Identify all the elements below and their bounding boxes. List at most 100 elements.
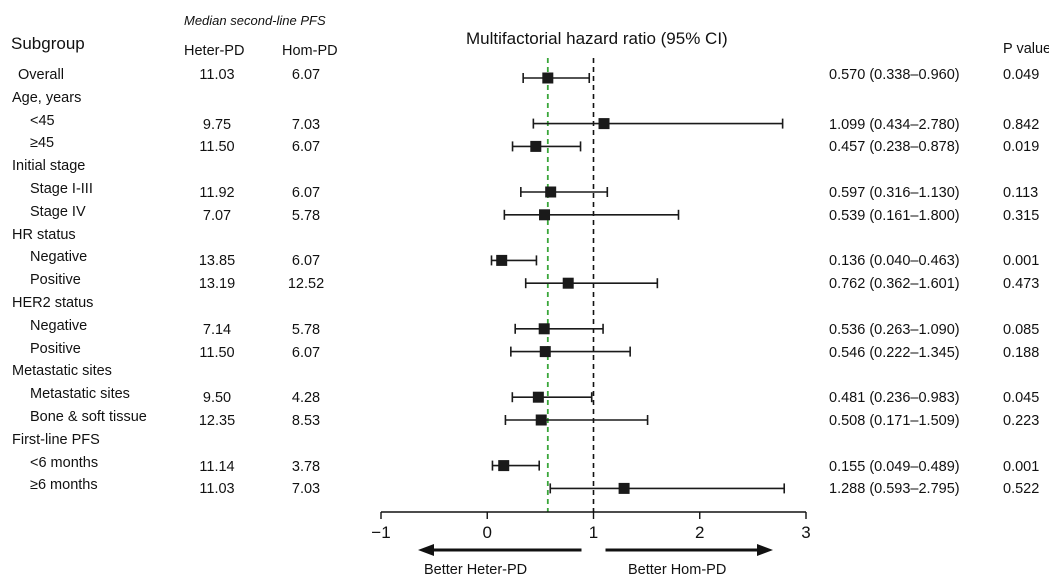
heter-pd-value: 11.50	[199, 344, 235, 361]
hazard-ratio-marker	[545, 186, 557, 198]
p-value-header: P value	[1003, 41, 1049, 57]
hom-pd-value: 8.53	[291, 413, 321, 429]
p-value: 0.001	[1003, 253, 1040, 270]
hom-pd-value: 3.78	[291, 458, 321, 475]
median-pfs-label: Median second-line PFS	[184, 13, 326, 28]
subgroup-label: Metastatic sites	[30, 386, 130, 403]
hom-pd-value: 5.78	[291, 321, 321, 338]
x-tick-label: 0	[482, 523, 492, 542]
hazard-ratio-marker	[618, 482, 630, 494]
hazard-ratio-marker	[539, 346, 551, 358]
subgroup-label: Stage I-III	[30, 181, 93, 197]
p-value: 0.045	[1003, 390, 1040, 407]
left-arrow-label: Better Heter-PD	[424, 562, 528, 578]
hazard-ratio-marker	[542, 72, 554, 84]
subgroup-heading: First-line PFS	[12, 431, 100, 448]
heter-pd-value: 7.07	[202, 207, 232, 224]
p-value: 0.188	[1003, 344, 1040, 361]
subgroup-label: <45	[30, 112, 55, 129]
subgroup-heading: HER2 status	[12, 295, 94, 311]
left-arrow-head	[418, 544, 434, 556]
heter-pd-value: 11.03	[199, 67, 235, 83]
hom-pd-value: 7.03	[291, 116, 321, 133]
p-value: 0.019	[1003, 139, 1040, 156]
right-arrow-label: Better Hom-PD	[628, 562, 727, 578]
x-tick-label: −1	[371, 523, 391, 542]
right-arrow-head	[757, 544, 773, 556]
hazard-ratio-ci: 1.288 (0.593–2.795)	[829, 481, 960, 498]
subgroup-heading: Age, years	[12, 89, 82, 106]
p-value: 0.315	[1003, 207, 1040, 224]
hazard-ratio-ci: 1.099 (0.434–2.780)	[829, 116, 960, 133]
hom-pd-value: 6.07	[291, 344, 321, 361]
hazard-ratio-ci: 0.155 (0.049–0.489)	[829, 458, 960, 475]
subgroup-label: Negative	[30, 249, 88, 266]
subgroup-heading: Initial stage	[12, 158, 86, 175]
x-tick-label: 1	[588, 523, 599, 542]
hazard-ratio-ci: 0.481 (0.236–0.983)	[829, 390, 960, 407]
chart-title: Multifactorial hazard ratio (95% CI)	[466, 29, 728, 48]
hazard-ratio-marker	[539, 209, 551, 221]
subgroup-heading: Metastatic sites	[12, 363, 112, 380]
x-tick-label: 3	[801, 523, 811, 542]
heter-pd-value: 11.14	[199, 458, 235, 475]
hazard-ratio-ci: 0.570 (0.338–0.960)	[829, 67, 960, 83]
p-value: 0.049	[1003, 67, 1040, 83]
heter-pd-header: Heter-PD	[184, 43, 245, 59]
hazard-ratio-ci: 0.536 (0.263–1.090)	[829, 321, 960, 338]
subgroup-label: <6 months	[30, 454, 99, 471]
heter-pd-value: 11.50	[199, 139, 235, 156]
heter-pd-value: 13.85	[198, 253, 236, 270]
subgroup-label: Overall	[18, 67, 64, 83]
hazard-ratio-ci: 0.546 (0.222–1.345)	[829, 344, 960, 361]
heter-pd-value: 12.35	[198, 413, 236, 429]
hazard-ratio-marker	[535, 414, 547, 426]
x-tick-label: 2	[695, 523, 705, 542]
hom-pd-header: Hom-PD	[282, 43, 338, 59]
hazard-ratio-ci: 0.597 (0.316–1.130)	[829, 185, 960, 201]
p-value: 0.842	[1003, 116, 1040, 133]
heter-pd-value: 9.50	[202, 390, 232, 407]
p-value: 0.001	[1003, 458, 1040, 475]
hazard-ratio-ci: 0.762 (0.362–1.601)	[829, 276, 960, 293]
subgroup-label: Positive	[30, 340, 81, 357]
hazard-ratio-marker	[538, 323, 550, 335]
subgroup-label: ≥45	[30, 135, 55, 152]
p-value: 0.113	[1003, 185, 1039, 201]
p-value: 0.473	[1003, 276, 1040, 293]
hom-pd-value: 4.28	[291, 390, 321, 407]
hazard-ratio-marker	[598, 118, 610, 130]
subgroup-header: Subgroup	[11, 34, 85, 53]
hazard-ratio-marker	[496, 254, 508, 266]
hom-pd-value: 6.07	[291, 185, 321, 201]
subgroup-label: Bone & soft tissue	[30, 409, 147, 425]
hom-pd-value: 5.78	[291, 207, 321, 224]
hom-pd-value: 6.07	[291, 139, 321, 156]
hazard-ratio-marker	[498, 460, 510, 472]
hom-pd-value: 7.03	[291, 481, 321, 498]
hazard-ratio-marker	[530, 140, 542, 152]
p-value: 0.522	[1003, 481, 1040, 498]
hazard-ratio-ci: 0.457 (0.238–0.878)	[829, 139, 960, 156]
hazard-ratio-marker	[532, 391, 544, 403]
heter-pd-value: 13.19	[198, 276, 236, 293]
heter-pd-value: 11.03	[199, 481, 235, 498]
hazard-ratio-marker	[562, 277, 574, 289]
hazard-ratio-ci: 0.136 (0.040–0.463)	[829, 253, 960, 270]
subgroup-label: ≥6 months	[30, 477, 98, 494]
heter-pd-value: 7.14	[202, 321, 232, 338]
subgroup-heading: HR status	[12, 226, 76, 243]
subgroup-label: Negative	[30, 317, 88, 334]
subgroup-label: Positive	[30, 272, 81, 289]
hom-pd-value: 6.07	[291, 253, 321, 270]
hom-pd-value: 12.52	[287, 276, 325, 293]
p-value: 0.085	[1003, 321, 1040, 338]
hazard-ratio-ci: 0.508 (0.171–1.509)	[829, 413, 960, 429]
hazard-ratio-ci: 0.539 (0.161–1.800)	[829, 207, 960, 224]
hom-pd-value: 6.07	[291, 67, 321, 83]
heter-pd-value: 11.92	[199, 185, 235, 201]
subgroup-label: Stage IV	[30, 203, 86, 220]
p-value: 0.223	[1003, 413, 1040, 429]
heter-pd-value: 9.75	[202, 116, 232, 133]
